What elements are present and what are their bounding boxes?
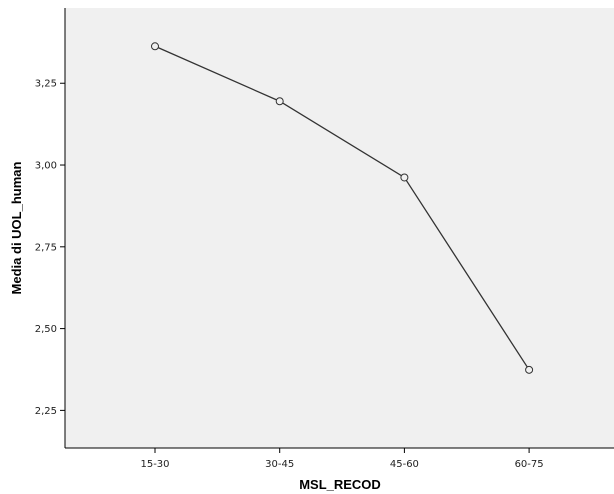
data-point-marker	[151, 42, 159, 51]
x-tick-label: 60-75	[515, 459, 544, 470]
y-tick-label: 2,50	[35, 324, 57, 335]
data-point-marker	[525, 365, 534, 374]
x-tick-label: 45-60	[390, 459, 419, 470]
y-tick-label: 2,25	[35, 406, 57, 417]
x-axis: 15-30 30-45 45-60 60-75	[65, 447, 614, 470]
series-line	[154, 45, 530, 371]
series-layer	[151, 42, 534, 374]
y-tick-label: 2,75	[35, 242, 57, 253]
y-tick-label: 3,00	[35, 161, 57, 172]
x-tick-label: 15-30	[140, 459, 169, 470]
x-axis-title: MSL_RECOD	[299, 477, 381, 492]
data-point-marker	[275, 97, 284, 106]
x-tick-label: 30-45	[265, 459, 294, 470]
data-point-marker	[400, 173, 409, 182]
y-axis-title: Media di UOL_human	[9, 161, 24, 294]
y-axis: 2,25 2,50 2,75 3,00 3,25	[35, 8, 66, 448]
plot-area	[65, 8, 614, 448]
y-tick-label: 3,25	[35, 79, 57, 90]
